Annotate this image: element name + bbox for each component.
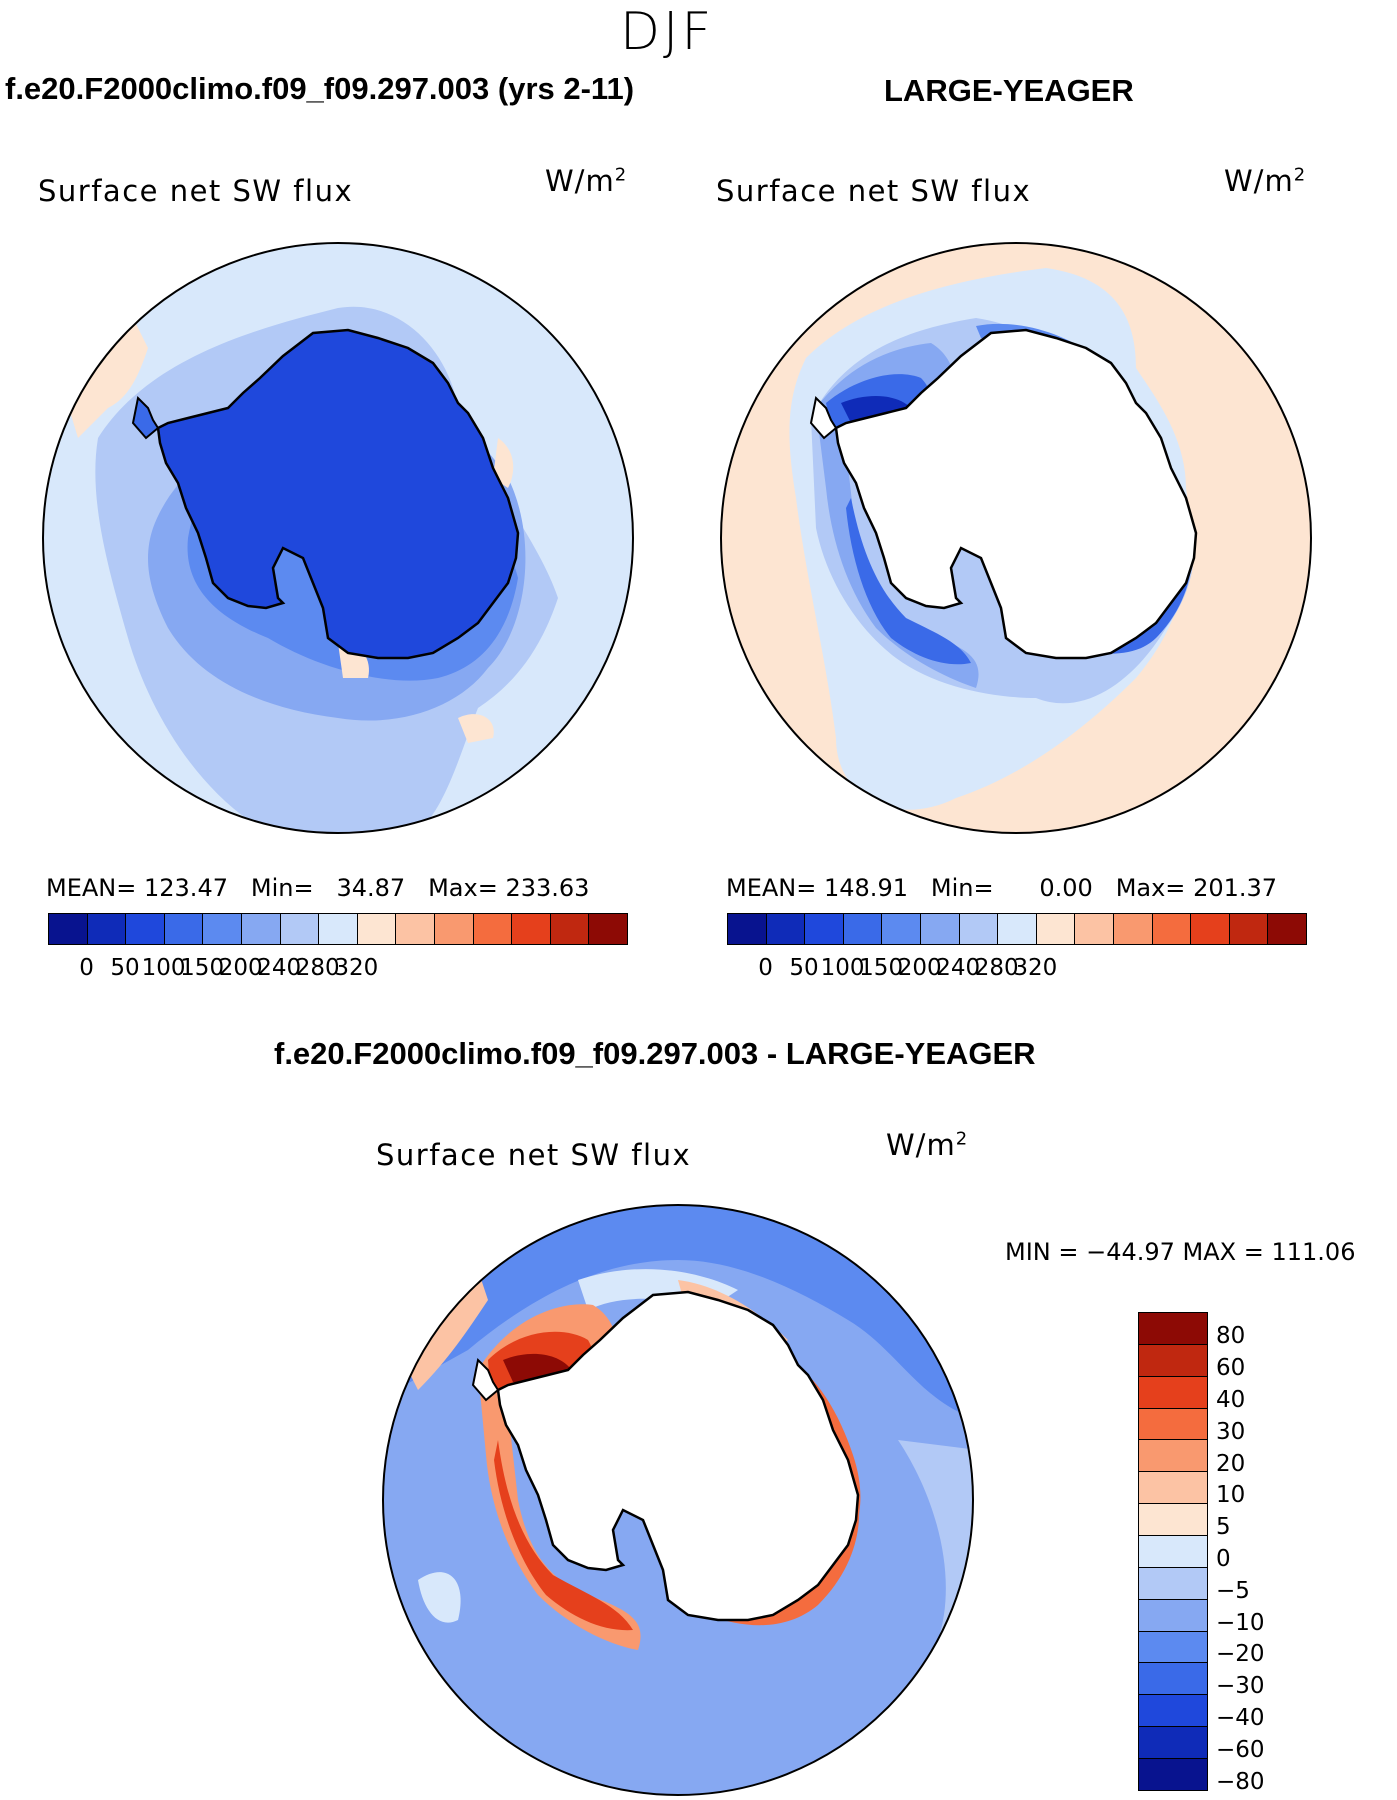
colorbar-tick-label: −5 [1216,1577,1250,1604]
colorbar-tick-label: 280 [974,955,1019,981]
colorbar-swatch [280,914,320,944]
colorbar-swatch [1113,914,1153,944]
colorbar-tick-label: 10 [1216,1482,1246,1509]
colorbar-tick-label: −40 [1216,1705,1265,1732]
colorbar-tick-label: 100 [820,955,865,981]
colorbar-swatch [1139,1536,1207,1568]
antarctica-mask [834,328,1198,660]
colorbar-tick-label: 200 [218,955,263,981]
season-title: DJF [620,2,715,62]
colorbar-swatch [126,914,165,944]
panel1-units: W/m2 [545,164,628,198]
panel1-title: f.e20.F2000climo.f09_f09.297.003 (yrs 2-… [5,71,635,106]
colorbar-swatch [843,914,883,944]
colorbar-swatch [87,914,127,944]
antarctica-mask [496,1290,860,1622]
colorbar-swatch [805,914,844,944]
colorbar-tick-label: 50 [110,955,140,981]
colorbar-tick-label: 0 [1216,1546,1231,1573]
colorbar-swatch [1139,1695,1207,1728]
colorbar-tick-label: −60 [1216,1736,1265,1763]
panel3-polar-map [382,1204,974,1796]
colorbar-swatch [589,914,627,944]
colorbar-swatch [1139,1727,1207,1760]
panel1-polar-map [42,242,634,834]
panel3-variable-label: Surface net SW flux [376,1138,692,1172]
colorbar-tick-label: 60 [1216,1355,1246,1382]
colorbar-swatch [1036,914,1076,944]
colorbar-tick-label: 320 [1013,955,1058,981]
colorbar-tick-label: 150 [180,955,225,981]
colorbar-swatch [1075,914,1114,944]
panel2-variable-label: Surface net SW flux [716,174,1032,208]
colorbar-tick-label: 240 [257,955,302,981]
colorbar-tick-label: −20 [1216,1641,1265,1668]
colorbar-tick-label: 0 [79,955,94,981]
colorbar-tick-label: 150 [859,955,904,981]
panel2-stats: MEAN= 148.91 Min= 0.00 Max= 201.37 [726,874,1278,902]
colorbar-swatch [1139,1313,1207,1345]
colorbar-tick-label: 320 [334,955,379,981]
colorbar-tick-label: 80 [1216,1323,1246,1350]
panel3-colorbar [1138,1312,1208,1791]
colorbar-swatch [241,914,281,944]
colorbar-swatch [1139,1759,1207,1790]
colorbar-swatch [766,914,806,944]
colorbar-swatch [728,914,767,944]
panel3-minmax: MIN = −44.97 MAX = 111.06 [1005,1238,1356,1266]
colorbar-swatch [1139,1599,1207,1632]
colorbar-swatch [319,914,358,944]
colorbar-swatch [1139,1344,1207,1377]
panel2-title: LARGE-YEAGER [884,73,1134,108]
antarctica-outline [156,328,520,660]
colorbar-swatch [473,914,513,944]
colorbar-tick-label: 30 [1216,1418,1246,1445]
colorbar-swatch [512,914,551,944]
panel1-stats: MEAN= 123.47 Min= 34.87 Max= 233.63 [46,874,590,902]
colorbar-swatch [1139,1376,1207,1409]
colorbar-swatch [1139,1472,1207,1505]
colorbar-swatch [1139,1440,1207,1473]
colorbar-swatch [434,914,474,944]
panel2-polar-map [720,242,1312,834]
colorbar-swatch [882,914,921,944]
colorbar-tick-label: 0 [758,955,773,981]
panel1-colorbar [48,913,628,945]
colorbar-tick-label: 280 [295,955,340,981]
colorbar-tick-label: 200 [897,955,942,981]
colorbar-swatch [959,914,999,944]
colorbar-swatch [1191,914,1230,944]
colorbar-tick-label: 240 [936,955,981,981]
colorbar-tick-label: −10 [1216,1609,1265,1636]
colorbar-tick-label: −30 [1216,1673,1265,1700]
colorbar-swatch [49,914,88,944]
colorbar-swatch [998,914,1037,944]
colorbar-swatch [1229,914,1269,944]
colorbar-swatch [1139,1408,1207,1441]
colorbar-tick-label: 50 [789,955,819,981]
colorbar-swatch [1139,1567,1207,1600]
panel2-units: W/m2 [1224,164,1307,198]
colorbar-swatch [550,914,590,944]
colorbar-swatch [1139,1504,1207,1537]
colorbar-tick-label: 20 [1216,1450,1246,1477]
colorbar-tick-label: 40 [1216,1387,1246,1414]
colorbar-swatch [1268,914,1306,944]
colorbar-swatch [396,914,435,944]
colorbar-swatch [1139,1631,1207,1664]
panel2-colorbar [727,913,1307,945]
colorbar-tick-label: −80 [1216,1768,1265,1795]
colorbar-swatch [1139,1663,1207,1696]
colorbar-swatch [164,914,204,944]
colorbar-swatch [357,914,397,944]
panel1-variable-label: Surface net SW flux [38,174,354,208]
colorbar-swatch [203,914,242,944]
colorbar-swatch [920,914,960,944]
colorbar-swatch [1152,914,1192,944]
panel3-units: W/m2 [886,1128,969,1162]
colorbar-tick-label: 5 [1216,1514,1231,1541]
colorbar-tick-label: 100 [141,955,186,981]
panel3-title: f.e20.F2000climo.f09_f09.297.003 - LARGE… [274,1036,1036,1071]
